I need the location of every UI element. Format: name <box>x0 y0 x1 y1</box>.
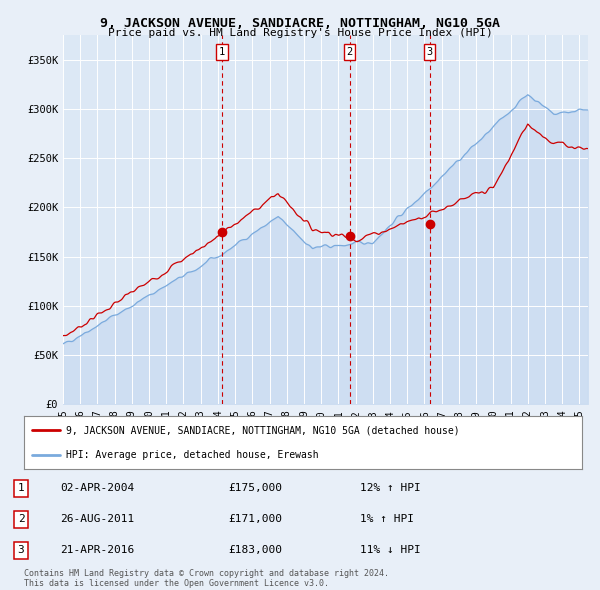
Text: £171,000: £171,000 <box>228 514 282 524</box>
Text: 1: 1 <box>17 483 25 493</box>
Text: 02-APR-2004: 02-APR-2004 <box>60 483 134 493</box>
Text: 21-APR-2016: 21-APR-2016 <box>60 545 134 555</box>
Text: 2: 2 <box>346 47 353 57</box>
Text: This data is licensed under the Open Government Licence v3.0.: This data is licensed under the Open Gov… <box>24 579 329 588</box>
Text: 3: 3 <box>17 545 25 555</box>
Text: 11% ↓ HPI: 11% ↓ HPI <box>360 545 421 555</box>
Text: 12% ↑ HPI: 12% ↑ HPI <box>360 483 421 493</box>
Text: 1% ↑ HPI: 1% ↑ HPI <box>360 514 414 524</box>
Text: 26-AUG-2011: 26-AUG-2011 <box>60 514 134 524</box>
Text: Price paid vs. HM Land Registry's House Price Index (HPI): Price paid vs. HM Land Registry's House … <box>107 28 493 38</box>
Text: 1: 1 <box>219 47 226 57</box>
Text: 2: 2 <box>17 514 25 524</box>
Text: 9, JACKSON AVENUE, SANDIACRE, NOTTINGHAM, NG10 5GA: 9, JACKSON AVENUE, SANDIACRE, NOTTINGHAM… <box>100 17 500 30</box>
Text: 9, JACKSON AVENUE, SANDIACRE, NOTTINGHAM, NG10 5GA (detached house): 9, JACKSON AVENUE, SANDIACRE, NOTTINGHAM… <box>66 425 460 435</box>
Text: 3: 3 <box>427 47 433 57</box>
Text: Contains HM Land Registry data © Crown copyright and database right 2024.: Contains HM Land Registry data © Crown c… <box>24 569 389 578</box>
Text: HPI: Average price, detached house, Erewash: HPI: Average price, detached house, Erew… <box>66 450 319 460</box>
Text: £175,000: £175,000 <box>228 483 282 493</box>
Text: £183,000: £183,000 <box>228 545 282 555</box>
